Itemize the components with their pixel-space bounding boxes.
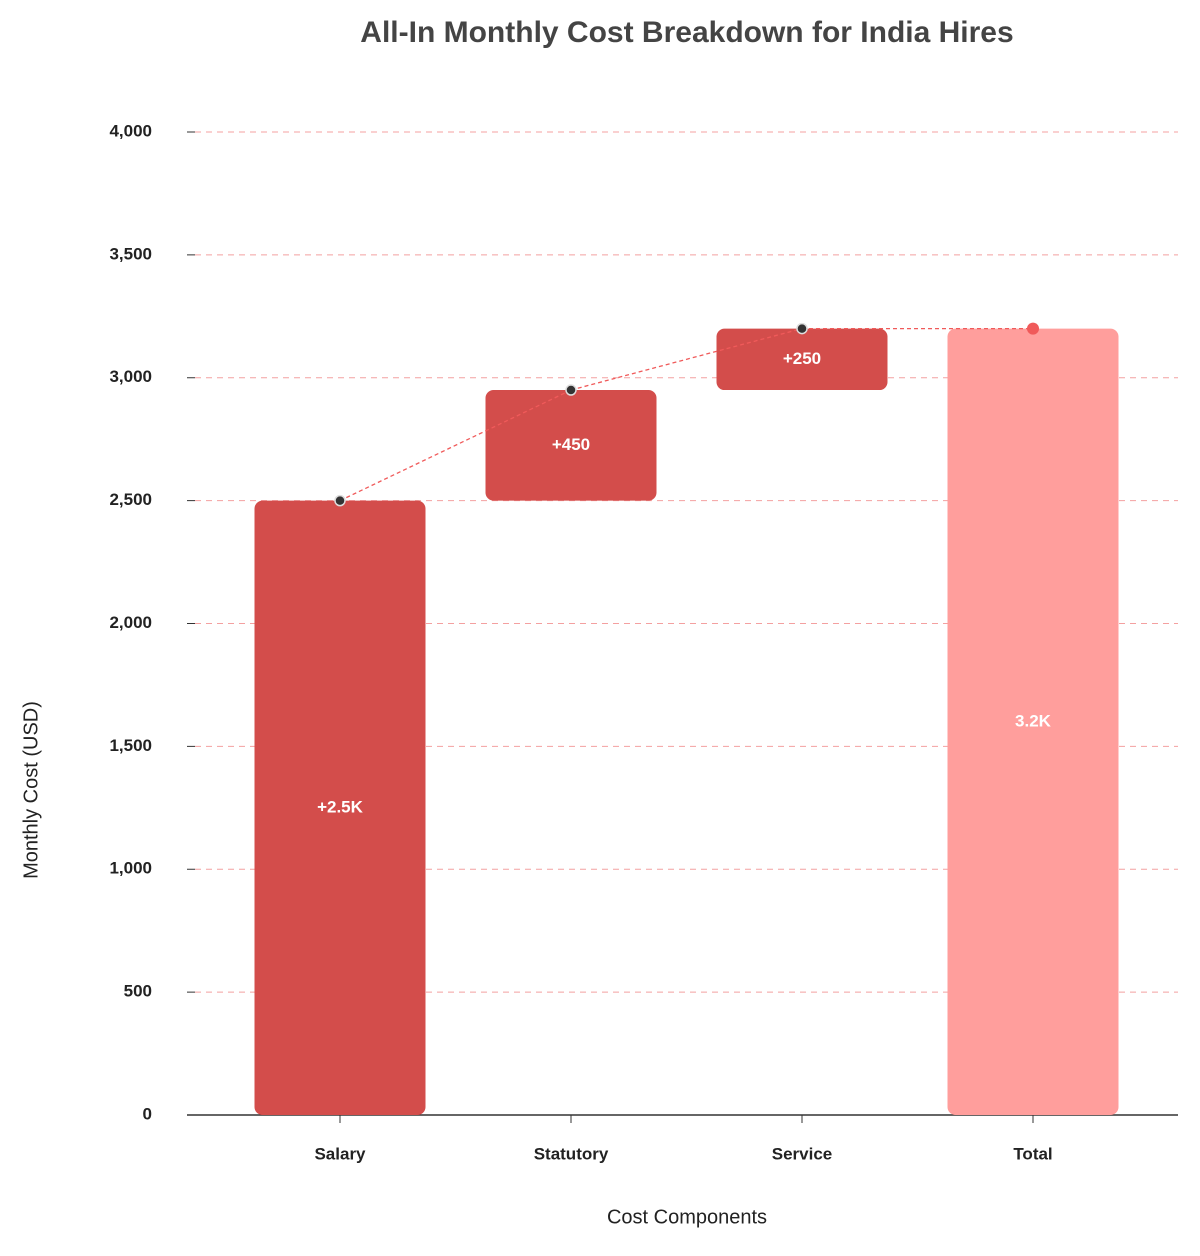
connector-dot bbox=[796, 322, 808, 335]
y-axis-label: Monthly Cost (USD) bbox=[20, 701, 42, 879]
value-label: 3.2K bbox=[1015, 711, 1052, 730]
connector-dot bbox=[334, 494, 346, 507]
x-tick-label: Total bbox=[1013, 1144, 1052, 1163]
y-tick-label: 2,500 bbox=[109, 490, 152, 509]
y-tick-label: 500 bbox=[124, 982, 152, 1001]
bar bbox=[485, 390, 657, 501]
x-tick-label: Salary bbox=[314, 1144, 366, 1163]
x-tick-label: Service bbox=[772, 1144, 833, 1163]
connector bbox=[570, 327, 803, 391]
y-tick-label: 3,000 bbox=[109, 367, 152, 386]
y-tick-label: 3,500 bbox=[109, 244, 152, 263]
y-tick-label: 4,000 bbox=[109, 121, 152, 140]
y-tick-label: 2,000 bbox=[109, 613, 152, 632]
value-label: +250 bbox=[783, 349, 821, 368]
connector-dot bbox=[1027, 322, 1039, 335]
y-tick-label: 1,000 bbox=[109, 859, 152, 878]
y-tick-label: 1,500 bbox=[109, 736, 152, 755]
x-axis-label: Cost Components bbox=[607, 1206, 767, 1228]
value-label: +2.5K bbox=[317, 797, 364, 816]
connector bbox=[339, 389, 572, 502]
y-tick-label: 0 bbox=[143, 1104, 152, 1123]
chart-title: All-In Monthly Cost Breakdown for India … bbox=[360, 16, 1013, 49]
value-label: +450 bbox=[552, 435, 590, 454]
bar bbox=[254, 500, 426, 1115]
bar bbox=[716, 328, 888, 391]
bar bbox=[947, 328, 1119, 1116]
connector-dot bbox=[565, 384, 577, 396]
x-tick-label: Statutory bbox=[534, 1144, 609, 1163]
